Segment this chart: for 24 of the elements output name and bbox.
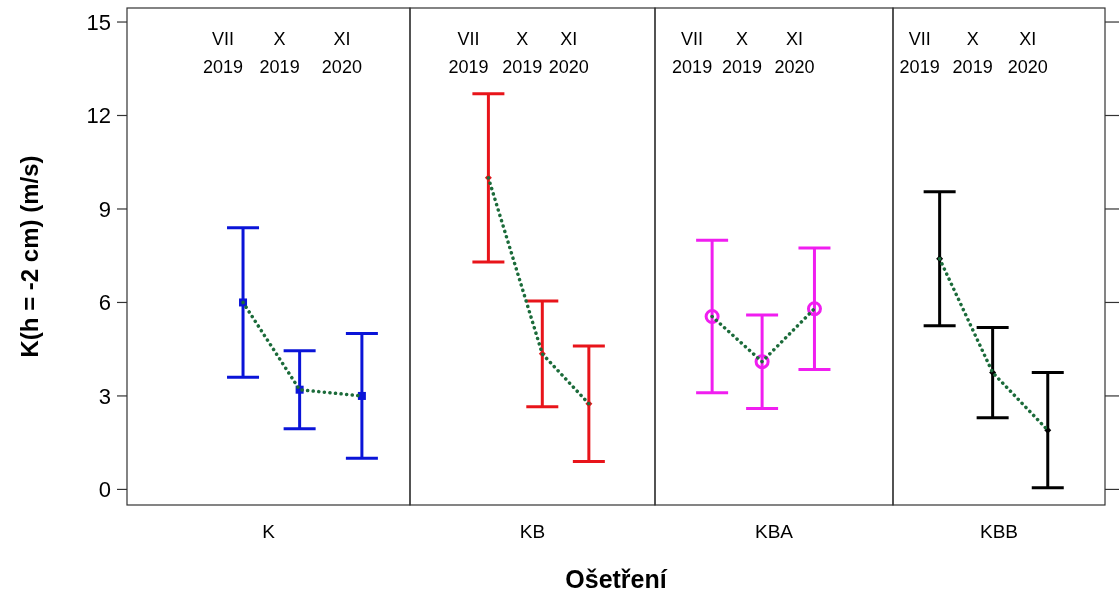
x-axis-title: KBA (754, 521, 794, 542)
x-tick-label: X 2019 (259, 29, 300, 77)
x-axis-title: KB (519, 521, 546, 542)
y-tick-label: 9 (98, 196, 111, 222)
x-tick-label: X 2019 (722, 29, 763, 77)
x-tick-label: XI 2020 (1007, 29, 1048, 77)
x-axis-title: K (262, 521, 276, 542)
y-axis-title: K(h = -2 cm) (m/s) (16, 155, 43, 358)
x-tick-label: VII 2019 (672, 29, 713, 77)
x-axis-title: KBB (979, 521, 1019, 542)
text: Ošetření (565, 565, 668, 593)
y-tick-label: 0 (98, 477, 111, 503)
y-tick-label: 12 (86, 103, 111, 129)
x-tick-label: VII 2019 (448, 29, 489, 77)
y-tick-label: 15 (86, 9, 111, 35)
x-tick-label: X 2019 (502, 29, 543, 77)
x-tick-label: XI 2020 (321, 29, 362, 77)
y-tick-label: 3 (98, 383, 111, 409)
x-tick-label: X 2019 (952, 29, 993, 77)
x-tick-label: XI 2020 (548, 29, 589, 77)
x-tick-label: XI 2020 (774, 29, 815, 77)
y-tick-label: 6 (98, 290, 111, 316)
x-tick-label: VII 2019 (899, 29, 940, 77)
x-tick-label: VII 2019 (203, 29, 244, 77)
